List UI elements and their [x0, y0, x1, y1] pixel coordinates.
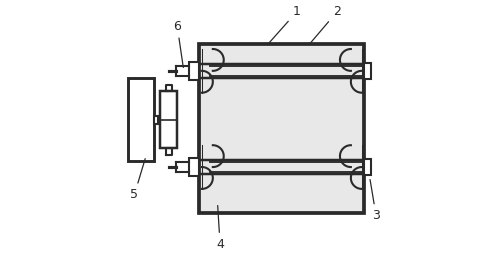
- Text: 2: 2: [309, 5, 341, 45]
- Bar: [364, 159, 371, 175]
- Text: 3: 3: [370, 180, 380, 222]
- Bar: [200, 44, 364, 213]
- Text: 6: 6: [174, 20, 184, 67]
- Text: 4: 4: [216, 206, 224, 251]
- Bar: [128, 78, 154, 161]
- Text: 1: 1: [268, 5, 300, 45]
- Bar: [160, 91, 177, 148]
- Text: 5: 5: [130, 159, 145, 202]
- Bar: [154, 116, 158, 124]
- Bar: [190, 62, 200, 80]
- Bar: [364, 63, 371, 79]
- Bar: [190, 158, 200, 176]
